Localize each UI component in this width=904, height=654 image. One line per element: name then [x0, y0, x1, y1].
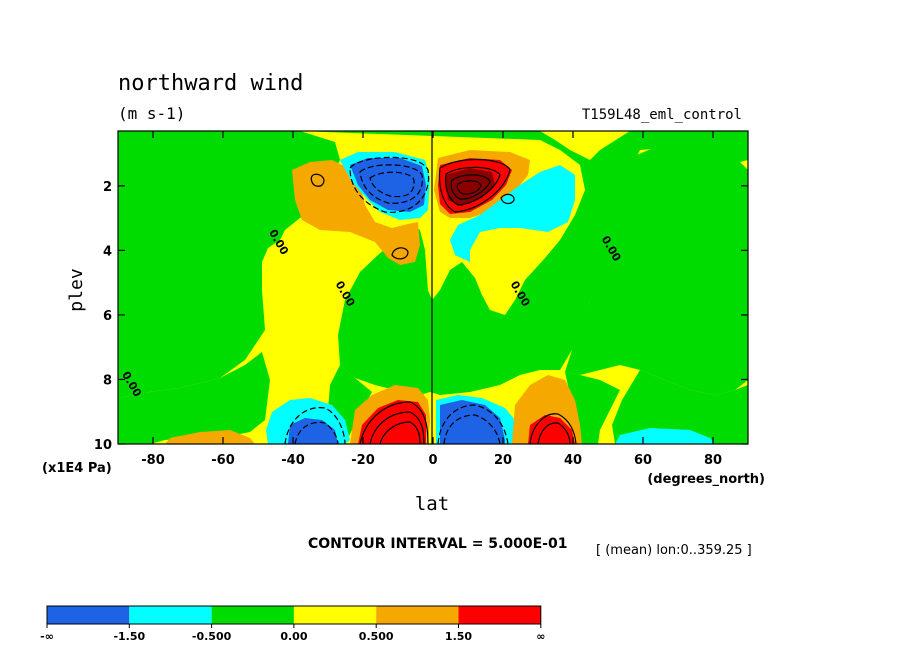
x-tick-label: -80	[141, 453, 165, 468]
fill-green-nh-right	[565, 131, 748, 395]
fill-green-center-tongue	[300, 131, 700, 395]
y-tick-label: 6	[103, 309, 112, 324]
y-tick-label: 10	[94, 438, 112, 453]
y-tick-label: 8	[103, 373, 112, 388]
colorbar-label: -0.500	[192, 630, 232, 643]
x-tick-label: 80	[704, 453, 722, 468]
contour-interval: CONTOUR INTERVAL = 5.000E-01	[308, 536, 567, 552]
y-axis: 2 4 6 8 10	[94, 180, 748, 453]
fill-green-bottom-far-right	[612, 370, 748, 444]
contour-lines	[284, 131, 577, 444]
fill-cyan-lower-far-nh	[615, 428, 715, 444]
fill-green-bottom-left	[118, 352, 270, 444]
x-tick-label: -40	[281, 453, 305, 468]
colorbar-label: -1.50	[113, 630, 145, 643]
colorbar-swatch	[458, 606, 541, 624]
colorbar-label: ∞	[536, 630, 545, 643]
x-tick-label: 40	[564, 453, 582, 468]
colorbar-swatch	[376, 606, 459, 624]
fill-orange-upper-left	[292, 160, 420, 265]
x-tick-label: -60	[211, 453, 235, 468]
colorbar: -∞ -1.50 -0.500 0.00 0.500 1.50 ∞	[40, 605, 545, 643]
fill-red-lower-sh	[358, 400, 426, 444]
colorbar-label: 1.50	[445, 630, 472, 643]
x-tick-label: -20	[351, 453, 375, 468]
colorbar-swatch	[129, 606, 212, 624]
colorbar-label: 0.00	[280, 630, 307, 643]
colorbar-label: -∞	[40, 630, 54, 643]
fill-orange-lower-sh	[165, 430, 255, 444]
fill-green-sh-upper	[118, 131, 340, 398]
x-tick-label: 60	[634, 453, 652, 468]
mean-note: [ (mean) lon:0..359.25 ]	[596, 543, 752, 558]
contour-field	[118, 131, 748, 444]
dataset-label: T159L48_eml_control	[582, 107, 742, 123]
x-axis-units: (degrees_north)	[647, 472, 765, 487]
y-tick-label: 2	[103, 180, 112, 195]
fill-blue-lower-sh	[288, 418, 338, 444]
colorbar-label: 0.500	[359, 630, 394, 643]
fill-green-left-edge	[118, 355, 125, 395]
x-tick-label: 20	[494, 453, 512, 468]
x-axis: -80 -60 -40 -20 0 20 40 60 80	[141, 131, 722, 468]
y-axis-units: (x1E4 Pa)	[42, 461, 112, 476]
fill-blue-upper-left	[350, 158, 426, 212]
y-tick-label: 4	[103, 244, 112, 259]
colorbar-swatch	[293, 606, 377, 624]
x-axis-label: lat	[415, 493, 449, 515]
fill-cyan-upper-right	[450, 165, 575, 262]
chart-units: (m s-1)	[118, 104, 185, 123]
x-tick-label: 0	[428, 453, 437, 468]
y-axis-label: plev	[66, 268, 87, 311]
chart-title: northward wind	[118, 71, 303, 96]
colorbar-swatch	[211, 606, 294, 624]
colorbar-swatch	[47, 606, 130, 624]
